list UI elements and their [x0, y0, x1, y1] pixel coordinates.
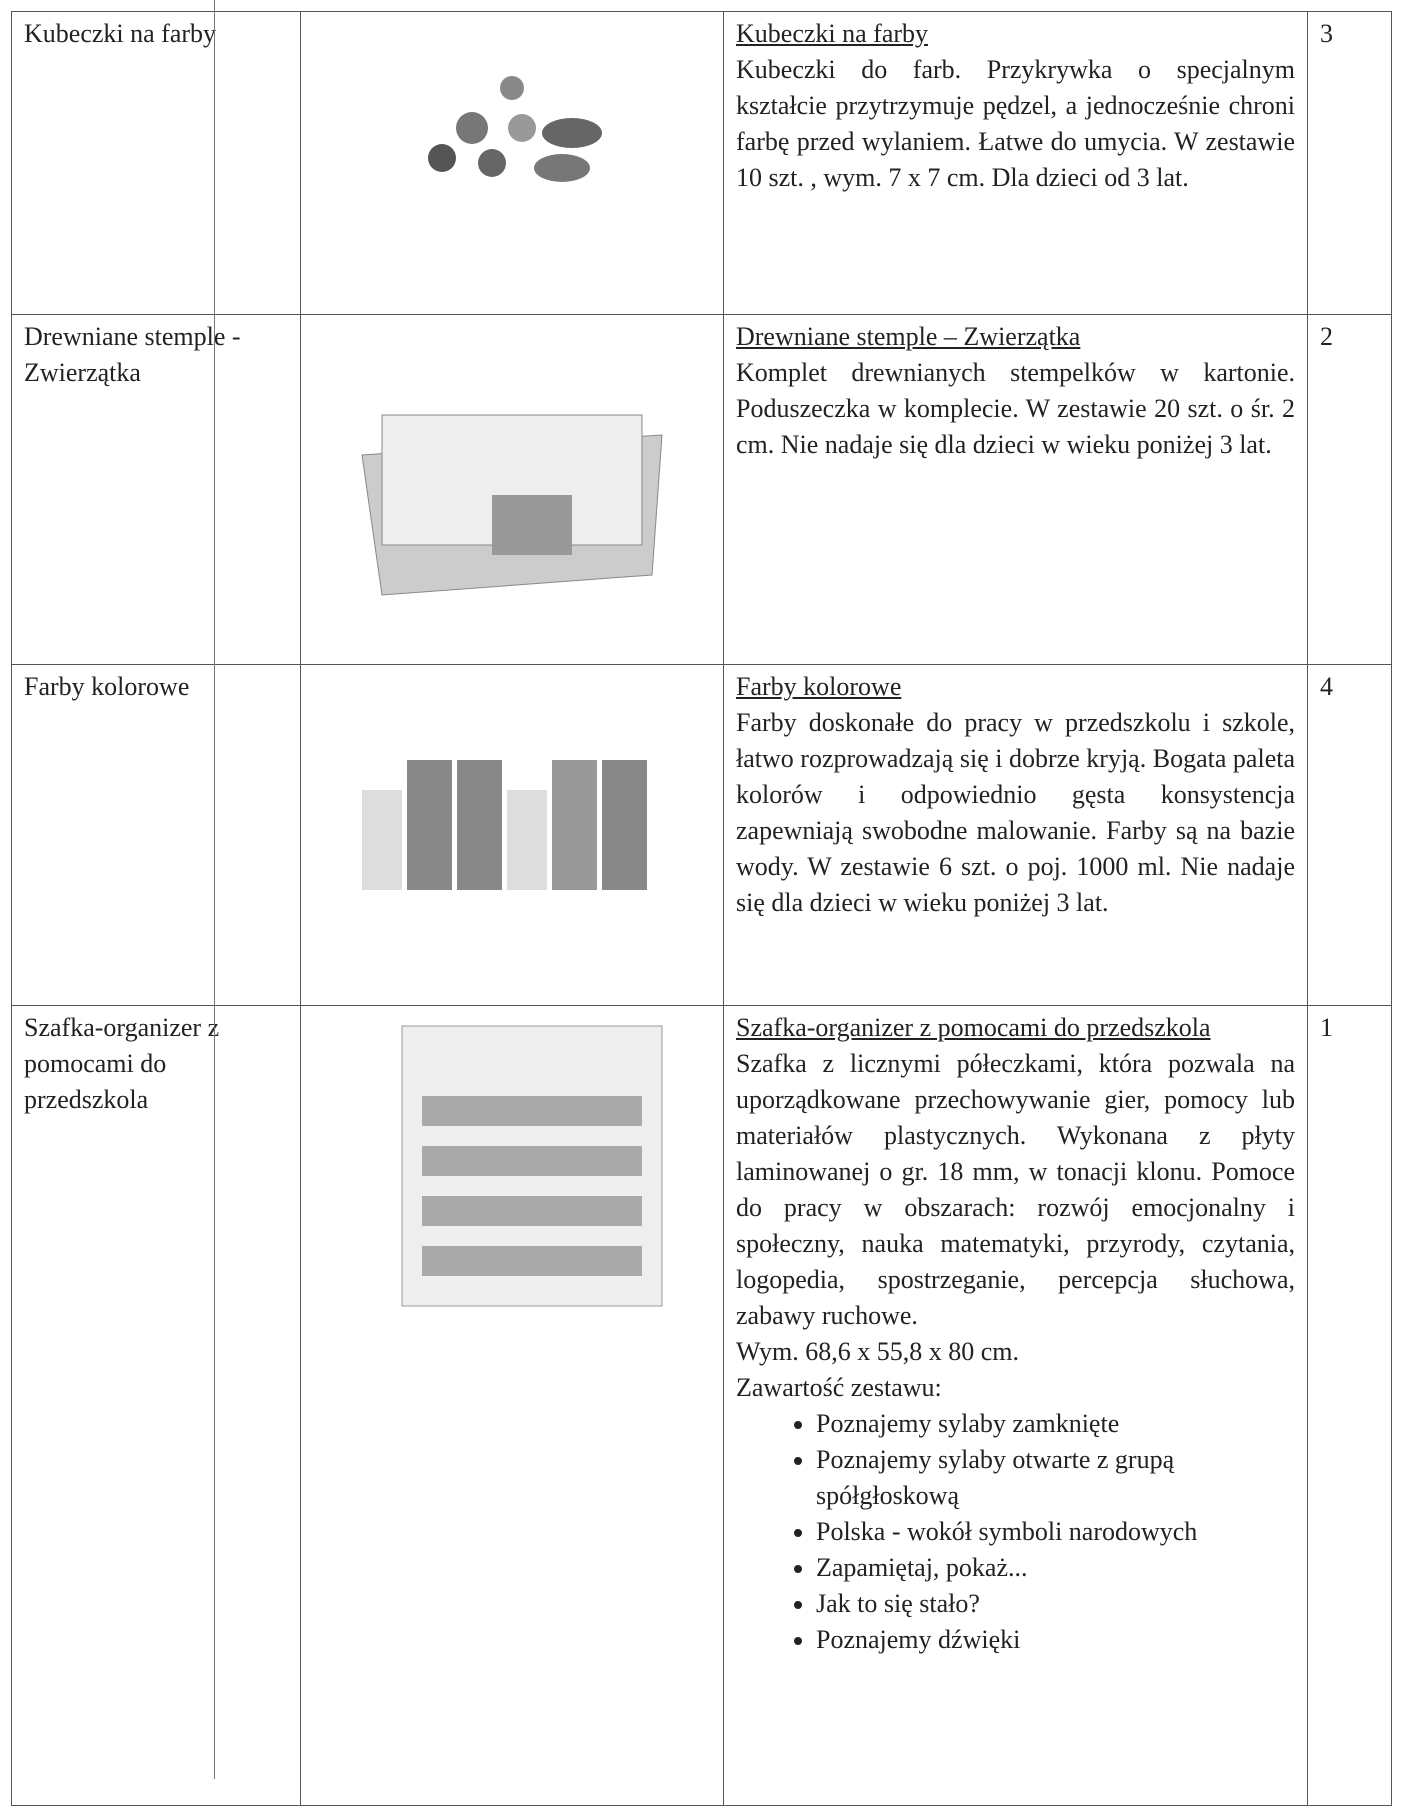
product-name: Kubeczki na farby — [11, 11, 301, 315]
product-table: Kubeczki na farby Kubeczki na farby Kubecz… — [11, 11, 1392, 1806]
quantity: 3 — [1307, 11, 1392, 315]
contents-item: Poznajemy sylaby otwarte z grupą spółgło… — [816, 1442, 1295, 1514]
table-row: Farby kolorowe Farby kolorowe Farby doskon… — [11, 664, 1392, 1006]
description-paragraph: Zawartość zestawu: — [736, 1373, 942, 1402]
product-image — [362, 760, 647, 890]
product-name: Szafka-organizer z pomocami do przedszko… — [11, 1005, 301, 1806]
product-image — [401, 1025, 663, 1307]
product-image-cell — [300, 314, 724, 665]
product-title: Kubeczki na farby — [736, 19, 929, 48]
description-paragraph: Szafka z licznymi półeczkami, która pozw… — [736, 1049, 1295, 1330]
description-paragraph: Farby doskonałe do pracy w przedszkolu i… — [736, 708, 1295, 917]
table-row: Kubeczki na farby Kubeczki na farby Kubecz… — [11, 11, 1392, 315]
product-title: Szafka-organizer z pomocami do przedszko… — [736, 1013, 1211, 1042]
product-image-cell — [300, 664, 724, 1006]
product-image-cell — [300, 1005, 724, 1806]
quantity: 4 — [1307, 664, 1392, 1006]
product-image — [361, 414, 663, 596]
table-body: Kubeczki na farby Kubeczki na farby Kubecz… — [11, 11, 1392, 1806]
contents-item: Polska - wokół symboli narodowych — [816, 1514, 1295, 1550]
description-paragraph: Kubeczki do farb. Przykrywka o specjalny… — [736, 55, 1295, 192]
product-image-cell — [300, 11, 724, 315]
product-description: Drewniane stemple – Zwierzątka Komplet dr… — [723, 314, 1308, 665]
description-paragraph: Komplet drewnianych stempelków w kartoni… — [736, 358, 1295, 459]
quantity: 2 — [1307, 314, 1392, 665]
product-name: Drewniane stemple - Zwierzątka — [11, 314, 301, 665]
contents-item: Zapamiętaj, pokaż... — [816, 1550, 1295, 1586]
table-row: Szafka-organizer z pomocami do przedszko… — [11, 1005, 1392, 1806]
product-name: Farby kolorowe — [11, 664, 301, 1006]
contents-item: Poznajemy sylaby zamknięte — [816, 1406, 1295, 1442]
description-paragraph: Wym. 68,6 x 55,8 x 80 cm. — [736, 1337, 1019, 1366]
product-description: Farby kolorowe Farby doskonałe do pracy w… — [723, 664, 1308, 1006]
table-row: Drewniane stemple - Zwierzątka Drewniane … — [11, 314, 1392, 665]
quantity: 1 — [1307, 1005, 1392, 1806]
scan-line — [214, 0, 215, 1779]
product-description: Szafka-organizer z pomocami do przedszko… — [723, 1005, 1308, 1806]
contents-list: Poznajemy sylaby zamkniętePoznajemy syla… — [736, 1406, 1295, 1658]
contents-item: Poznajemy dźwięki — [816, 1622, 1295, 1658]
contents-item: Jak to się stało? — [816, 1586, 1295, 1622]
product-title: Farby kolorowe — [736, 672, 902, 701]
product-image — [428, 76, 602, 182]
product-description: Kubeczki na farby Kubeczki do farb. Przyk… — [723, 11, 1308, 315]
product-title: Drewniane stemple – Zwierzątka — [736, 322, 1081, 351]
